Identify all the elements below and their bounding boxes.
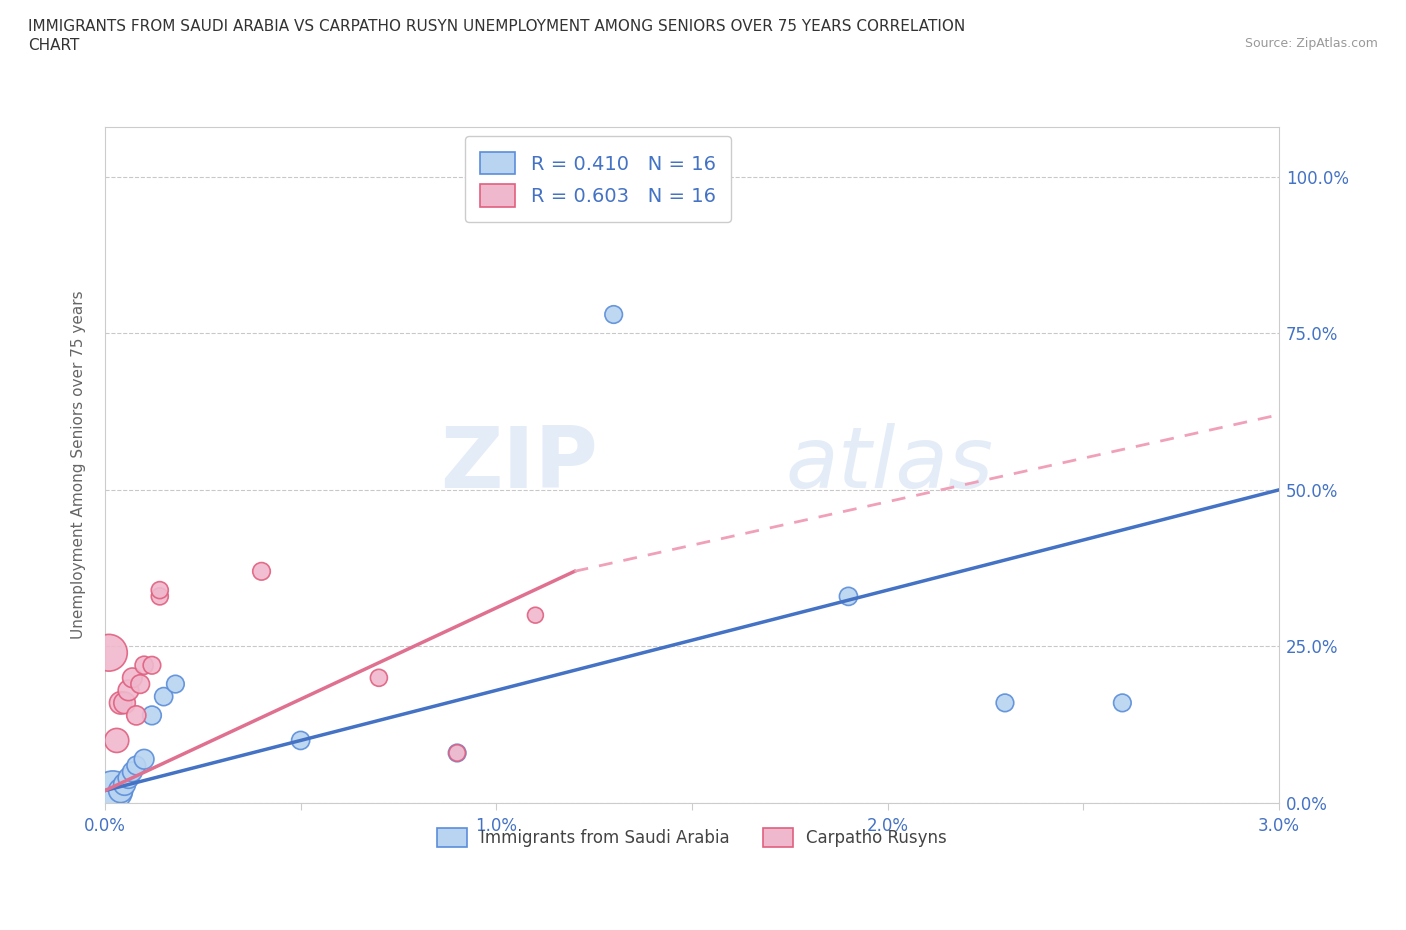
Point [141, 708, 163, 723]
Point [114, 777, 136, 791]
Point [110, 696, 132, 711]
Point [446, 746, 468, 761]
Point [994, 696, 1017, 711]
Point [134, 751, 156, 766]
Point [117, 771, 139, 786]
Point [97, 645, 120, 660]
Point [1111, 696, 1133, 711]
Point [129, 677, 152, 692]
Text: Source: ZipAtlas.com: Source: ZipAtlas.com [1244, 37, 1378, 50]
Point [149, 589, 172, 604]
Point [105, 733, 128, 748]
Point [117, 683, 139, 698]
Point [121, 764, 143, 779]
Point [121, 671, 143, 685]
Point [110, 783, 132, 798]
Point [101, 783, 124, 798]
Point [165, 677, 187, 692]
Point [125, 708, 148, 723]
Legend: Immigrants from Saudi Arabia, Carpatho Rusyns: Immigrants from Saudi Arabia, Carpatho R… [429, 819, 956, 856]
Point [141, 658, 163, 672]
Point [152, 689, 174, 704]
Point [602, 307, 624, 322]
Point [837, 589, 859, 604]
Point [446, 746, 468, 761]
Point [367, 671, 389, 685]
Point [250, 564, 273, 578]
Text: ZIP: ZIP [440, 423, 598, 506]
Point [524, 607, 547, 622]
Text: IMMIGRANTS FROM SAUDI ARABIA VS CARPATHO RUSYN UNEMPLOYMENT AMONG SENIORS OVER 7: IMMIGRANTS FROM SAUDI ARABIA VS CARPATHO… [28, 19, 966, 53]
Point [125, 758, 148, 773]
Point [134, 658, 156, 672]
Text: atlas: atlas [786, 423, 994, 506]
Point [290, 733, 312, 748]
Point [114, 696, 136, 711]
Point [149, 583, 172, 598]
Y-axis label: Unemployment Among Seniors over 75 years: Unemployment Among Seniors over 75 years [72, 290, 86, 639]
